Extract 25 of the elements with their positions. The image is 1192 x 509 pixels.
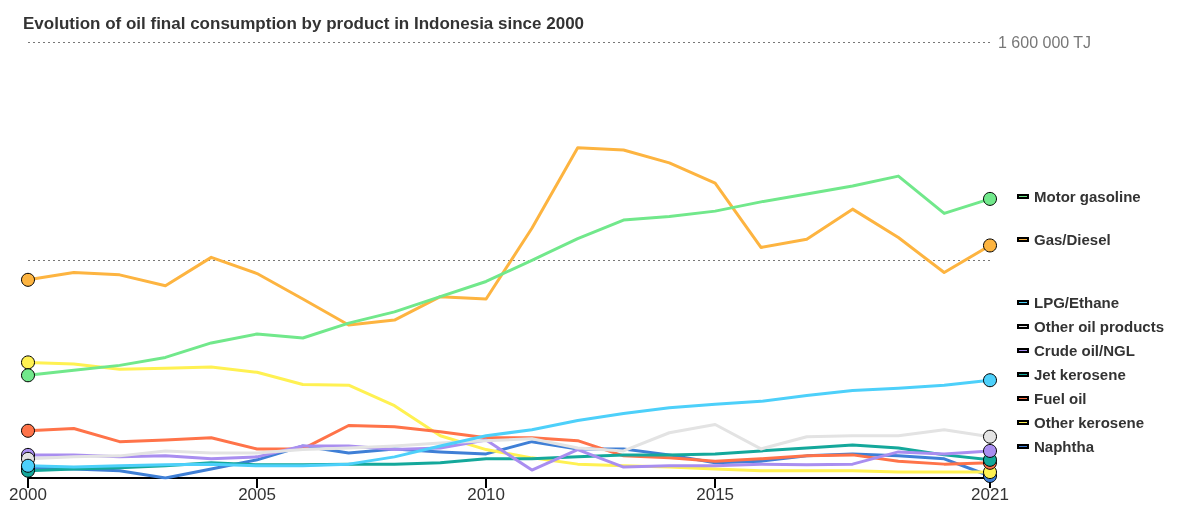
legend-label: Motor gasoline	[1034, 188, 1141, 205]
point	[21, 368, 35, 383]
legend-label: Other kerosene	[1034, 414, 1145, 431]
ref-line-label: 1 600 000 TJ	[998, 33, 1092, 51]
legend-label: LPG/Ethane	[1034, 294, 1120, 311]
point	[21, 423, 35, 438]
point	[21, 355, 35, 370]
x-tick-label: 2015	[696, 485, 735, 504]
x-tick-label: 2021	[971, 485, 1009, 504]
x-tick-label: 2010	[467, 485, 506, 504]
point	[983, 373, 997, 388]
point	[983, 443, 997, 458]
chart-title: Evolution of oil final consumption by product in Indonesia since 2000	[23, 14, 585, 33]
point	[21, 272, 35, 287]
legend-label: Jet kerosene	[1034, 366, 1126, 383]
point	[983, 238, 997, 253]
x-tick-label: 2005	[238, 485, 276, 504]
legend-label: Naphtha	[1034, 438, 1095, 455]
legend-label: Gas/Diesel	[1034, 231, 1111, 248]
legend-label: Fuel oil	[1034, 390, 1087, 407]
legend-label: Other oil products	[1034, 318, 1165, 335]
legend-label: Crude oil/NGL	[1034, 342, 1135, 359]
point	[983, 429, 997, 444]
x-tick-label: 2000	[9, 485, 47, 504]
point	[983, 191, 997, 206]
